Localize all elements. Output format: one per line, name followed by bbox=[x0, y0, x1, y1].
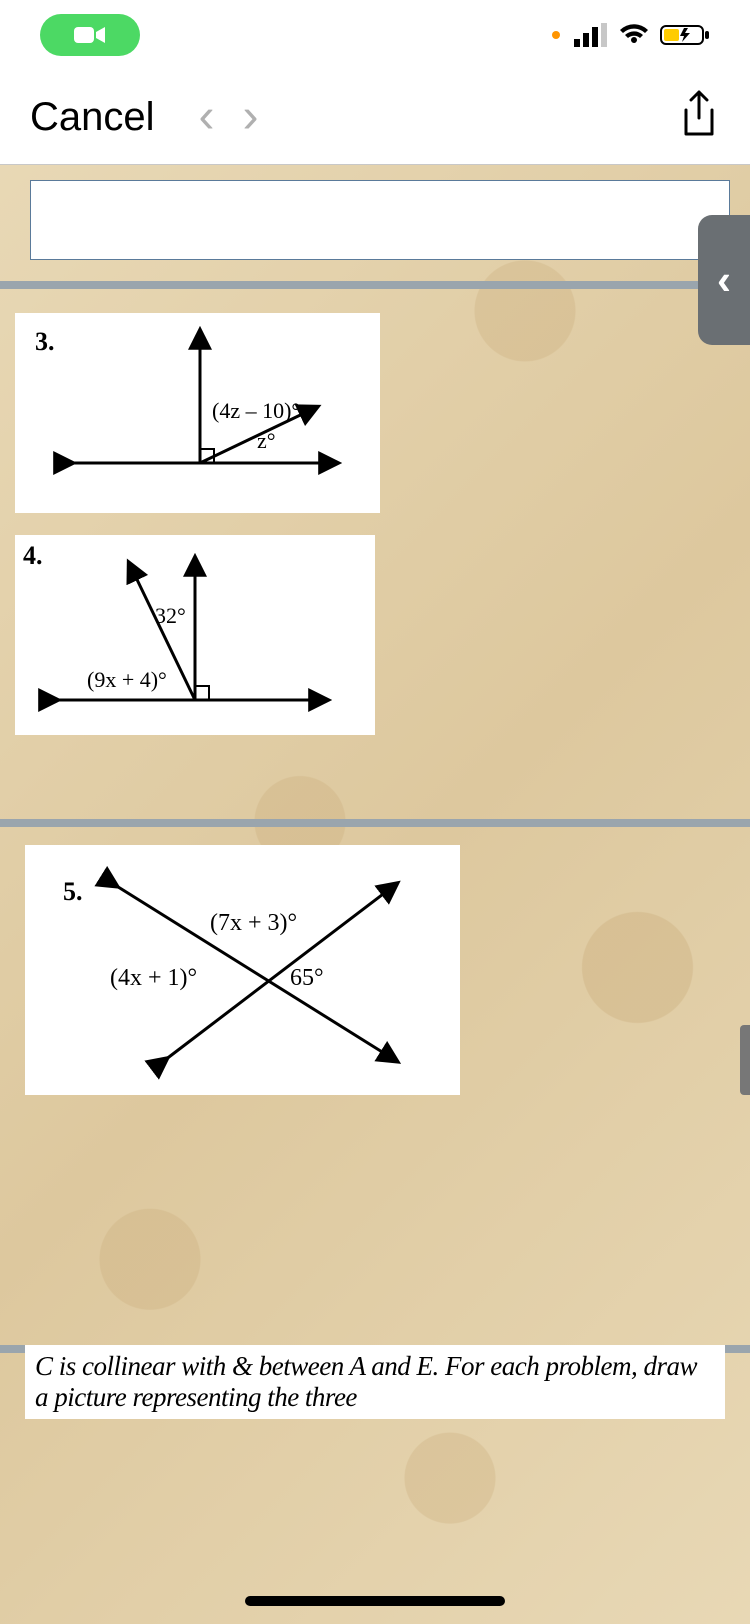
battery-charging-icon bbox=[660, 23, 710, 47]
home-indicator[interactable] bbox=[245, 1596, 505, 1606]
label: 65° bbox=[290, 965, 324, 991]
cancel-button[interactable]: Cancel bbox=[30, 95, 155, 140]
problem-4-diagram: 32° (9x + 4)° bbox=[15, 535, 375, 735]
back-button[interactable]: ‹ bbox=[185, 93, 229, 141]
nav-bar: Cancel ‹ › bbox=[0, 70, 750, 165]
label: (7x + 3)° bbox=[210, 910, 297, 936]
side-tab-button[interactable]: ‹ bbox=[698, 215, 750, 345]
label: (9x + 4)° bbox=[87, 667, 167, 692]
cellular-icon bbox=[574, 23, 608, 47]
problem-number: 5. bbox=[63, 877, 83, 907]
notification-dot-icon bbox=[552, 31, 560, 39]
label: 32° bbox=[155, 603, 186, 628]
label: (4z – 10)° bbox=[212, 398, 300, 423]
answer-box bbox=[30, 180, 730, 260]
facetime-pill[interactable] bbox=[40, 14, 140, 56]
problem-card-4: 4. 32° (9x + 4)° bbox=[15, 535, 375, 735]
video-icon bbox=[73, 24, 107, 46]
share-button[interactable] bbox=[678, 90, 720, 145]
problem-5-diagram: (7x + 3)° (4x + 1)° 65° bbox=[25, 845, 460, 1095]
chevron-left-icon: ‹ bbox=[717, 256, 731, 304]
problem-card-3: 3. (4z – 10)° z° bbox=[15, 313, 380, 513]
problem-number: 3. bbox=[35, 327, 55, 357]
scroll-marker bbox=[740, 1025, 750, 1095]
label: z° bbox=[257, 428, 276, 453]
forward-button[interactable]: › bbox=[229, 93, 273, 141]
section-separator bbox=[0, 281, 750, 289]
wifi-icon bbox=[618, 23, 650, 47]
status-bar bbox=[0, 0, 750, 70]
document-content[interactable]: ‹ 3. (4z – 10)° z° 4. bbox=[0, 165, 750, 1624]
share-icon bbox=[678, 90, 720, 140]
instruction-text: C is collinear with & between A and E. F… bbox=[25, 1345, 725, 1419]
problem-card-5: 5. (7x + 3)° (4x + 1)° 65° bbox=[25, 845, 460, 1095]
label: (4x + 1)° bbox=[110, 965, 197, 991]
problem-3-diagram: (4z – 10)° z° bbox=[15, 313, 380, 513]
status-right bbox=[552, 23, 710, 47]
section-separator bbox=[0, 819, 750, 827]
problem-number: 4. bbox=[23, 541, 43, 571]
